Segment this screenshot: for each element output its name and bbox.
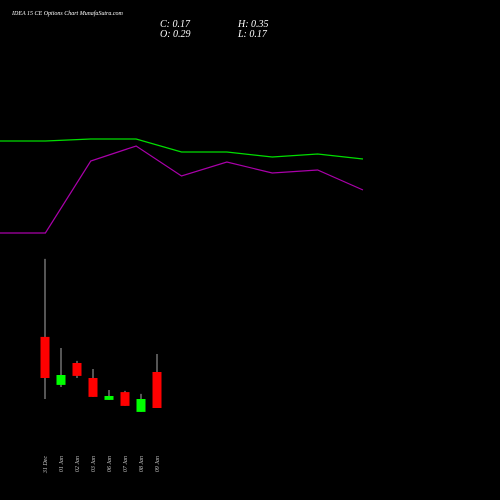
candle-body xyxy=(136,399,146,412)
chart-title: IDEA 15 CE Options Chart MunafaSutra.com xyxy=(11,10,124,17)
ohlc-open: O: 0.29 xyxy=(160,29,191,40)
date-label: 08 Jan xyxy=(139,456,145,472)
date-label: 03 Jan xyxy=(91,456,97,472)
date-label: 07 Jan xyxy=(123,456,129,472)
indicator-line xyxy=(0,145,364,234)
candle-body xyxy=(88,378,98,397)
date-label: 06 Jan xyxy=(107,456,113,472)
candle-body xyxy=(72,363,82,376)
ohlc-high: H: 0.35 xyxy=(237,19,269,30)
ohlc-low: L: 0.17 xyxy=(237,29,268,40)
candle-body xyxy=(120,392,130,406)
indicator-line xyxy=(0,138,364,160)
date-label: 31 Dec xyxy=(43,456,49,474)
ohlc-close: C: 0.17 xyxy=(160,19,191,30)
candle-body xyxy=(152,372,162,408)
candle-body xyxy=(40,336,50,378)
date-label: 01 Jan xyxy=(59,456,65,472)
candle-body xyxy=(104,396,114,400)
candle-body xyxy=(56,375,66,385)
date-label: 09 Jan xyxy=(155,456,161,472)
date-label: 02 Jan xyxy=(75,456,81,472)
